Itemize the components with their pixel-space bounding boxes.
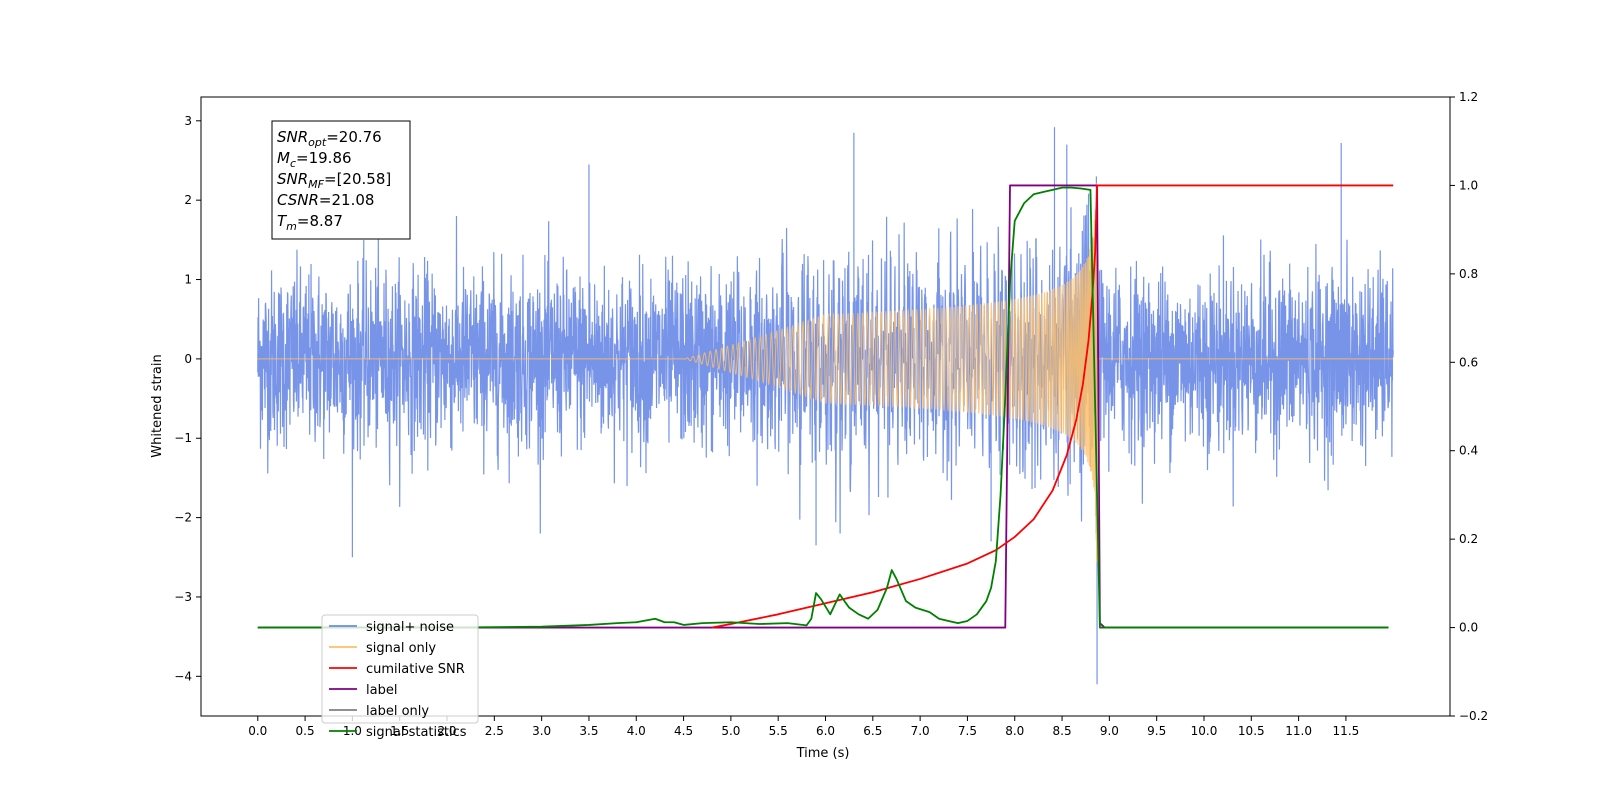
legend-label: label — [366, 683, 397, 698]
annotation-box: SNRopt=20.76Mc=19.86SNRMF=[20.58]CSNR=21… — [271, 120, 411, 240]
annotation-line: Tm=8.87 — [277, 212, 343, 233]
x-axis: 0.0 0.5 1.0 1.5 2.0 2.5 3.0 3.5 4.0 4.5 5.0 5.5 6.0 6… — [248, 716, 1359, 738]
x-tick-label: 6.0 — [816, 724, 835, 738]
y-tick-label-right: 1.0 — [1459, 178, 1478, 192]
legend-frame — [321, 614, 479, 724]
x-tick-label: 4.5 — [674, 724, 693, 738]
legend-label: signal statistics — [366, 725, 467, 740]
y-tick-label-right: −0.2 — [1459, 709, 1488, 723]
y-axis-left: −4 −3 −2 −1 0 1 2 3 — [174, 114, 201, 683]
series-signal-plus-noise — [257, 127, 1394, 685]
x-tick-label: 2.0 — [437, 724, 456, 738]
y-tick-label-right: 1.2 — [1459, 90, 1478, 104]
annotation-frame — [271, 120, 411, 240]
y-axis-label-left: Whitened strain — [150, 354, 165, 457]
y-tick-label-left: 2 — [184, 193, 192, 207]
x-tick-label: 9.5 — [1147, 724, 1166, 738]
x-tick-label: 1.5 — [390, 724, 409, 738]
y-tick-label-left: 0 — [184, 352, 192, 366]
legend: signal+ noise signal only cumilative SNR la… — [321, 614, 479, 740]
x-tick-label: 3.5 — [579, 724, 598, 738]
x-tick-label: 0.5 — [296, 724, 315, 738]
x-tick-label: 10.5 — [1238, 724, 1265, 738]
y-tick-label-right: 0.2 — [1459, 532, 1478, 546]
series-signal-statistics — [257, 186, 1389, 629]
x-tick-label: 5.0 — [721, 724, 740, 738]
annotation-line: CSNR=21.08 — [277, 191, 374, 209]
y-tick-label-left: 3 — [184, 114, 192, 128]
x-tick-label: 5.5 — [769, 724, 788, 738]
x-tick-label: 4.0 — [627, 724, 646, 738]
annotation-line: SNRMF=[20.58] — [277, 170, 391, 191]
y-tick-label-right: 0.6 — [1459, 355, 1478, 369]
annotation-line: SNRopt=20.76 — [277, 128, 382, 149]
x-tick-label: 3.0 — [532, 724, 551, 738]
y-tick-label-left: −3 — [174, 590, 192, 604]
x-tick-label: 11.0 — [1285, 724, 1312, 738]
y-tick-label-right: 0.4 — [1459, 444, 1478, 458]
series-signal-only — [257, 182, 1394, 563]
legend-label: signal+ noise — [366, 620, 454, 635]
series-layer — [257, 127, 1394, 685]
legend-label: label only — [366, 704, 429, 719]
legend-label: cumilative SNR — [366, 662, 465, 677]
x-tick-label: 8.5 — [1053, 724, 1072, 738]
x-tick-label: 7.5 — [958, 724, 977, 738]
annotation-line: Mc=19.86 — [277, 149, 352, 170]
y-tick-label-left: −1 — [174, 431, 192, 445]
x-tick-label: 6.5 — [863, 724, 882, 738]
x-tick-label: 7.0 — [911, 724, 930, 738]
x-tick-label: 9.0 — [1100, 724, 1119, 738]
y-tick-label-right: 0.0 — [1459, 621, 1478, 635]
y-tick-label-left: −4 — [174, 669, 192, 683]
y-tick-label-left: −2 — [174, 511, 192, 525]
x-tick-label: 0.0 — [248, 724, 267, 738]
y-tick-label-right: 0.8 — [1459, 267, 1478, 281]
legend-label: signal only — [366, 641, 436, 656]
x-axis-label: Time (s) — [796, 746, 850, 761]
x-tick-label: 11.5 — [1333, 724, 1360, 738]
y-tick-label-left: 1 — [184, 273, 192, 287]
x-tick-label: 2.5 — [485, 724, 504, 738]
y-axis-right: −0.2 0.0 0.2 0.4 0.6 0.8 1.0 1.2 — [1450, 90, 1488, 723]
x-tick-label: 10.0 — [1191, 724, 1218, 738]
x-tick-label: 8.0 — [1005, 724, 1024, 738]
